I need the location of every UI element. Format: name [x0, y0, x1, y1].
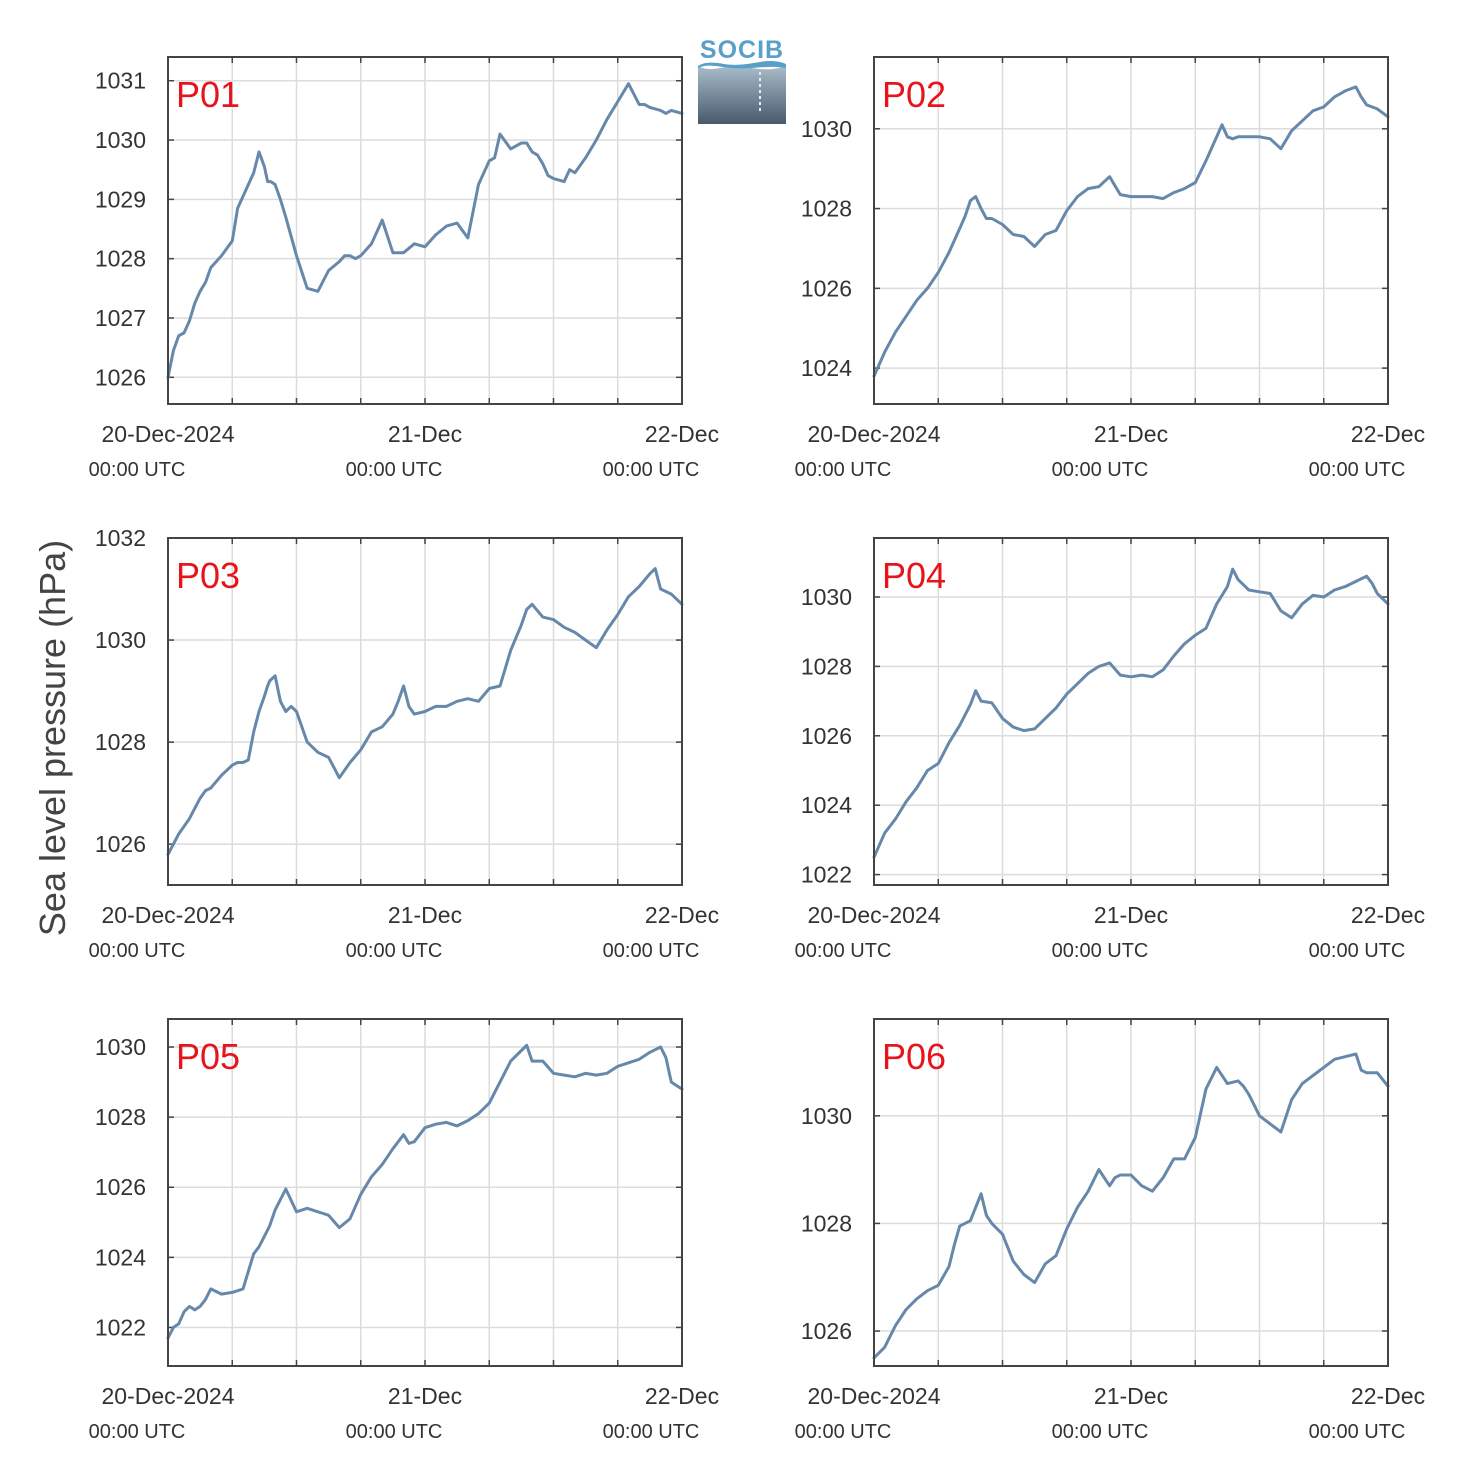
y-tick-label: 1028	[95, 729, 146, 755]
x-tick-date-label: 20-Dec-2024	[102, 902, 235, 928]
panel-p03: 1026 1028 1030 1032 20-Dec-2024 00:00 UTC 21-D…	[89, 525, 719, 962]
x-tick-date-label: 22-Dec	[645, 1383, 719, 1409]
panel-label: P05	[176, 1036, 240, 1077]
y-tick-label: 1030	[95, 627, 146, 653]
x-tick-time-label: 00:00 UTC	[89, 1421, 186, 1443]
x-tick-date-label: 22-Dec	[1351, 902, 1425, 928]
plot-frame	[167, 537, 683, 886]
panel-p01: 1026 1027 1028 1029 1030 1031 20-Dec-2024 00:00…	[89, 56, 719, 481]
x-tick-time-label: 00:00 UTC	[1052, 940, 1149, 962]
series-line-p02	[872, 85, 1390, 378]
plot-frame	[167, 1018, 683, 1367]
x-tick-date-label: 20-Dec-2024	[808, 421, 941, 447]
socib-logo-graphic: SOCIB	[698, 36, 786, 124]
panel-p05: 1022 1024 1026 1028 1030 20-Dec-2024 00:00 UTC…	[89, 1018, 719, 1443]
x-tick-time-label: 00:00 UTC	[1052, 459, 1149, 481]
x-tick-date-label: 21-Dec	[388, 1383, 462, 1409]
y-tick-label: 1028	[801, 196, 852, 222]
x-tick-time-label: 00:00 UTC	[795, 1421, 892, 1443]
panel-label: P03	[176, 555, 240, 596]
plot-frame	[873, 537, 1389, 886]
x-tick-date-label: 21-Dec	[1094, 902, 1168, 928]
y-tick-label: 1024	[95, 1244, 146, 1270]
x-tick-time-label: 00:00 UTC	[1052, 1421, 1149, 1443]
x-tick-time-label: 00:00 UTC	[795, 940, 892, 962]
y-tick-label: 1026	[801, 275, 852, 301]
y-axis-label: Sea level pressure (hPa)	[32, 540, 73, 936]
y-tick-label: 1024	[801, 792, 852, 818]
series-line-p01	[166, 82, 684, 379]
y-tick-label: 1027	[95, 305, 146, 331]
x-tick-date-label: 22-Dec	[645, 902, 719, 928]
y-tick-label: 1030	[95, 127, 146, 153]
x-tick-date-label: 21-Dec	[1094, 421, 1168, 447]
y-tick-label: 1026	[801, 1318, 852, 1344]
y-tick-label: 1029	[95, 186, 146, 212]
x-tick-date-label: 20-Dec-2024	[808, 902, 941, 928]
plot-frame	[167, 56, 683, 405]
x-tick-time-label: 00:00 UTC	[603, 459, 700, 481]
x-tick-time-label: 00:00 UTC	[346, 1421, 443, 1443]
series-line-p03	[166, 567, 684, 856]
x-tick-date-label: 22-Dec	[1351, 1383, 1425, 1409]
socib-logo: SOCIB	[694, 36, 790, 124]
x-tick-date-label: 22-Dec	[645, 421, 719, 447]
y-tick-label: 1026	[801, 723, 852, 749]
y-tick-label: 1031	[95, 68, 146, 94]
y-tick-label: 1024	[801, 355, 852, 381]
y-tick-label: 1030	[95, 1034, 146, 1060]
panel-label: P02	[882, 74, 946, 115]
x-tick-date-label: 22-Dec	[1351, 421, 1425, 447]
y-tick-label: 1028	[801, 653, 852, 679]
x-tick-time-label: 00:00 UTC	[603, 940, 700, 962]
x-tick-time-label: 00:00 UTC	[1309, 1421, 1406, 1443]
y-tick-label: 1030	[801, 1103, 852, 1129]
series-line-p05	[166, 1043, 684, 1340]
y-tick-label: 1022	[801, 862, 852, 888]
chart-panels: 1026 1027 1028 1029 1030 1031 20-Dec-2024 00:00…	[89, 56, 1425, 1443]
x-tick-time-label: 00:00 UTC	[795, 459, 892, 481]
x-tick-time-label: 00:00 UTC	[603, 1421, 700, 1443]
logo-text: SOCIB	[700, 36, 784, 64]
logo-wave	[698, 66, 786, 124]
y-tick-label: 1028	[95, 1104, 146, 1130]
panel-p02: 1024 1026 1028 1030 20-Dec-2024 00:00 UTC 21-D…	[795, 56, 1425, 481]
x-tick-date-label: 21-Dec	[388, 421, 462, 447]
plot-frame	[873, 1018, 1389, 1367]
x-tick-date-label: 20-Dec-2024	[808, 1383, 941, 1409]
y-tick-label: 1030	[801, 584, 852, 610]
y-tick-label: 1028	[801, 1210, 852, 1236]
series-line-p06	[872, 1052, 1390, 1360]
logo-water	[698, 60, 786, 69]
x-tick-date-label: 20-Dec-2024	[102, 1383, 235, 1409]
panel-label: P01	[176, 74, 240, 115]
x-tick-date-label: 21-Dec	[388, 902, 462, 928]
x-tick-date-label: 21-Dec	[1094, 1383, 1168, 1409]
y-tick-label: 1026	[95, 364, 146, 390]
panel-p04: 1022 1024 1026 1028 1030 20-Dec-2024 00:00 UTC…	[795, 537, 1425, 962]
x-tick-date-label: 20-Dec-2024	[102, 421, 235, 447]
x-tick-time-label: 00:00 UTC	[346, 940, 443, 962]
x-tick-time-label: 00:00 UTC	[1309, 940, 1406, 962]
y-tick-label: 1028	[95, 246, 146, 272]
x-tick-time-label: 00:00 UTC	[1309, 459, 1406, 481]
x-tick-time-label: 00:00 UTC	[346, 459, 443, 481]
y-tick-label: 1026	[95, 831, 146, 857]
x-tick-time-label: 00:00 UTC	[89, 459, 186, 481]
y-tick-label: 1032	[95, 525, 146, 551]
plot-frame	[873, 56, 1389, 405]
x-tick-time-label: 00:00 UTC	[89, 940, 186, 962]
y-tick-label: 1030	[801, 116, 852, 142]
panel-label: P04	[882, 555, 946, 596]
series-line-p04	[872, 567, 1390, 859]
y-tick-label: 1026	[95, 1174, 146, 1200]
y-tick-label: 1022	[95, 1314, 146, 1340]
panel-p06: 1026 1028 1030 20-Dec-2024 00:00 UTC 21-Dec 00…	[795, 1018, 1425, 1443]
panel-label: P06	[882, 1036, 946, 1077]
